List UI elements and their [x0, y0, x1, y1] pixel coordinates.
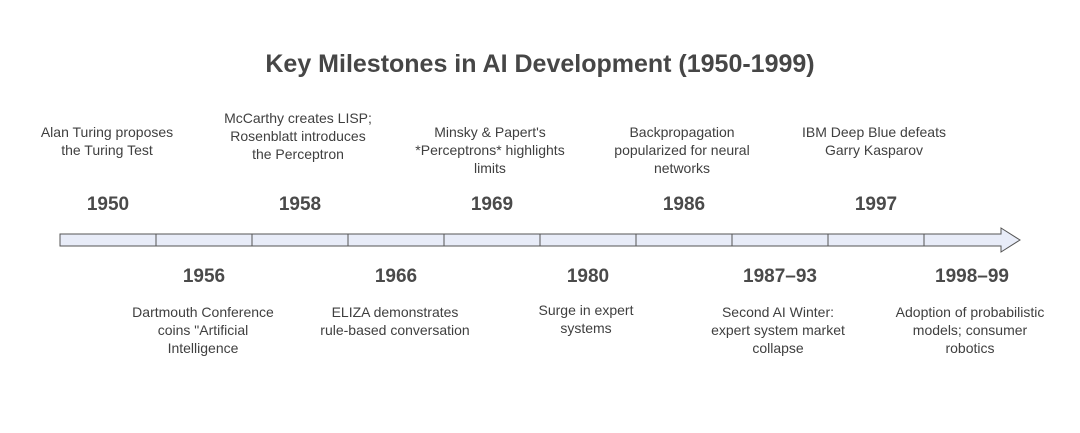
milestone-1986-year: 1986: [662, 194, 706, 215]
milestone-1969-description: Minsky & Papert's *Perceptrons* highligh…: [415, 124, 565, 176]
milestone-1997-description: IBM Deep Blue defeats Garry Kasparov: [802, 124, 946, 158]
milestone-1958-year: 1958: [278, 194, 322, 215]
milestone-1980-year: 1980: [566, 266, 610, 287]
milestone-1980-description: Surge in expert systems: [538, 302, 634, 336]
milestone-1998-99-year: 1998–99: [935, 266, 1009, 287]
milestone-1969-year: 1969: [470, 194, 514, 215]
milestone-1986-description: Backpropagation popularized for neural n…: [614, 124, 750, 176]
milestone-1956-year: 1956: [182, 266, 226, 287]
milestone-1997-year: 1997: [854, 194, 898, 215]
milestone-1987-93-year: 1987–93: [743, 266, 817, 287]
diagram-title: Key Milestones in AI Development (1950-1…: [265, 50, 815, 78]
milestone-1966-year: 1966: [374, 266, 418, 287]
milestone-1950-description: Alan Turing proposes the Turing Test: [40, 124, 174, 158]
milestone-1956-description: Dartmouth Conference coins "Artificial I…: [132, 304, 274, 356]
milestone-1966-description: ELIZA demonstrates rule-based conversati…: [320, 304, 470, 338]
milestone-1998-99-description: Adoption of probabilistic models; consum…: [895, 304, 1045, 356]
milestone-1987-93-description: Second AI Winter: expert system market c…: [711, 304, 845, 356]
milestone-1950-year: 1950: [86, 194, 130, 215]
milestone-1958-description: McCarthy creates LISP; Rosenblatt introd…: [224, 110, 372, 162]
